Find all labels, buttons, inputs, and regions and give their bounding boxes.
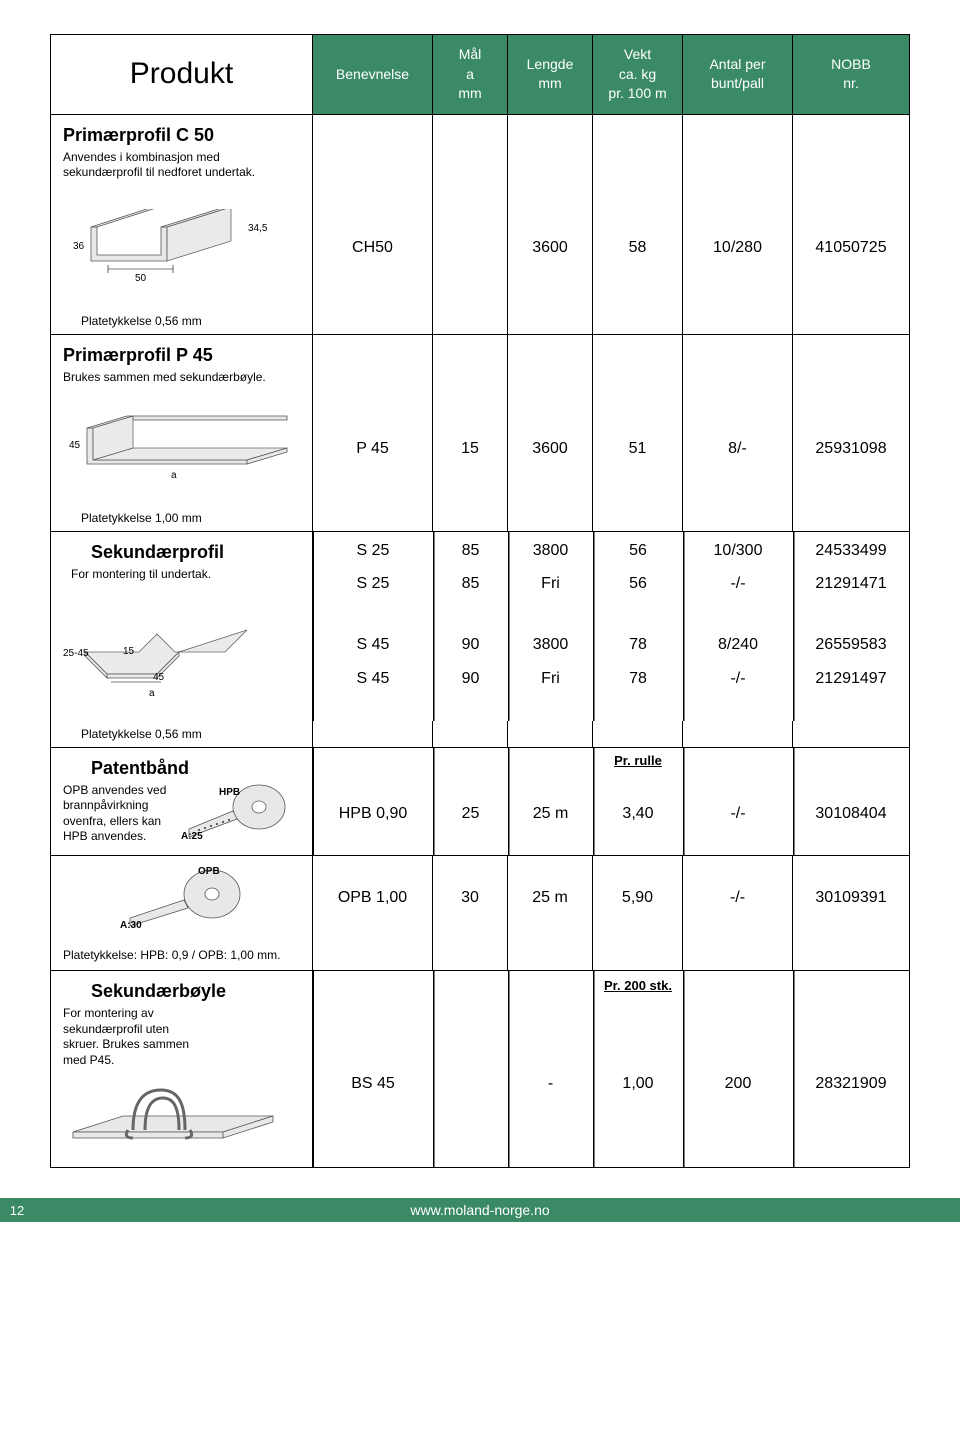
patent-hpb-label: HPB — [219, 787, 240, 798]
header-nobb: NOBB nr. — [793, 35, 909, 114]
section-patent-opb: OPB A:30 OPB 1,00 30 25 m 5,90 -/- 30109… — [50, 856, 910, 971]
section-boyle: Sekundærbøyle For montering av sekundærp… — [50, 971, 910, 1168]
table-header: Produkt Benevnelse Mål a mm Lengde mm Ve… — [50, 34, 910, 115]
page-number: 12 — [0, 1203, 34, 1218]
sek-profile-svg: 25-45 15 45 a — [63, 616, 293, 702]
opb-len: 25 m — [508, 856, 593, 940]
opb-bunt: -/- — [683, 856, 793, 940]
p45-dim-left: 45 — [69, 440, 81, 451]
c50-bunt: 10/280 — [683, 191, 793, 306]
sek-row-1: S 25 85 Fri 56 -/- 21291471 — [313, 570, 909, 598]
patent-header: Pr. rulle — [593, 753, 683, 768]
c50-title-block: Primærprofil C 50 Anvendes i kombinasjon… — [51, 115, 313, 191]
section-patent-hpb: Patentbånd OPB anvendes ved brannpåvirkn… — [50, 748, 910, 856]
header-antall: Antal per bunt/pall — [683, 35, 793, 114]
sek-row-2: S 45 90 3800 78 8/240 26559583 — [313, 625, 909, 665]
header-mal: Mål a mm — [433, 35, 508, 114]
header-vekt: Vekt ca. kg pr. 100 m — [593, 35, 683, 114]
patent-hpb-roll-svg: HPB A:25 — [179, 783, 299, 841]
opb-note: Platetykkelse: HPB: 0,9 / OPB: 1,00 mm. — [63, 948, 300, 962]
sek-dim-under: a — [149, 688, 155, 699]
boyle-row: BS 45 - 1,00 200 28321909 — [313, 1001, 909, 1167]
p45-desc: Brukes sammen med sekundærbøyle. — [63, 370, 300, 386]
patent-a30-label: A:30 — [120, 920, 142, 930]
patent-title: Patentbånd — [63, 758, 300, 779]
header-benevnelse: Benevnelse — [313, 35, 433, 114]
boyle-desc: For montering av sekundærprofil uten skr… — [63, 1006, 193, 1068]
c50-len: 3600 — [508, 191, 593, 306]
patent-opb-label: OPB — [198, 866, 220, 877]
patent-opb-roll-svg: OPB A:30 — [102, 866, 262, 930]
p45-title: Primærprofil P 45 — [63, 345, 300, 366]
c50-a — [433, 191, 508, 306]
c50-wt: 58 — [593, 191, 683, 306]
c50-name: CH50 — [313, 191, 433, 306]
sek-note: Platetykkelse 0,56 mm — [63, 727, 300, 741]
p45-dim-bottom: a — [171, 470, 177, 481]
opb-nobb: 30109391 — [793, 856, 909, 940]
p45-a: 15 — [433, 396, 508, 503]
header-product: Produkt — [51, 35, 313, 114]
opb-wt: 5,90 — [593, 856, 683, 940]
footer-url: www.moland-norge.no — [34, 1202, 926, 1218]
patent-a25-label: A:25 — [181, 831, 203, 841]
sek-dim-mid: 15 — [123, 646, 135, 657]
c50-nobb: 41050725 — [793, 191, 909, 306]
sek-row-0: S 25 85 3800 56 10/300 24533499 — [313, 532, 909, 570]
sek-desc: For montering til undertak. — [63, 567, 300, 583]
patent-hpb-row: HPB 0,90 25 25 m 3,40 -/- 30108404 — [313, 774, 909, 855]
boyle-header: Pr. 200 stk. — [593, 978, 683, 993]
section-sekundaer: Sekundærprofil For montering til underta… — [50, 532, 910, 748]
p45-len: 3600 — [508, 396, 593, 503]
c50-dim-left: 36 — [73, 241, 85, 252]
section-c50: Primærprofil C 50 Anvendes i kombinasjon… — [50, 115, 910, 335]
c50-note: Platetykkelse 0,56 mm — [63, 314, 300, 328]
p45-note: Platetykkelse 1,00 mm — [63, 511, 300, 525]
sek-dim-left: 25-45 — [63, 648, 89, 659]
sek-title: Sekundærprofil — [63, 542, 300, 563]
p45-profile-svg: 45 a — [63, 414, 293, 484]
c50-desc: Anvendes i kombinasjon med sekundærprofi… — [63, 150, 300, 181]
page-footer: 12 www.moland-norge.no — [0, 1198, 960, 1222]
c50-dim-right: 34,5 — [248, 223, 268, 234]
p45-nobb: 25931098 — [793, 396, 909, 503]
p45-wt: 51 — [593, 396, 683, 503]
sek-dim-bottom: 45 — [153, 672, 165, 683]
patent-desc: OPB anvendes ved brannpåvirkning ovenfra… — [63, 783, 173, 845]
boyle-svg — [63, 1076, 293, 1148]
section-p45: Primærprofil P 45 Brukes sammen med seku… — [50, 335, 910, 532]
boyle-title: Sekundærbøyle — [63, 981, 300, 1002]
header-lengde: Lengde mm — [508, 35, 593, 114]
c50-diagram: 36 34,5 50 — [51, 191, 313, 306]
c50-profile-svg: 36 34,5 50 — [63, 209, 293, 287]
c50-dim-bottom: 50 — [135, 273, 147, 284]
opb-name: OPB 1,00 — [313, 856, 433, 940]
c50-title: Primærprofil C 50 — [63, 125, 300, 146]
p45-name: P 45 — [313, 396, 433, 503]
sek-row-3: S 45 90 Fri 78 -/- 21291497 — [313, 665, 909, 693]
opb-a: 30 — [433, 856, 508, 940]
p45-bunt: 8/- — [683, 396, 793, 503]
